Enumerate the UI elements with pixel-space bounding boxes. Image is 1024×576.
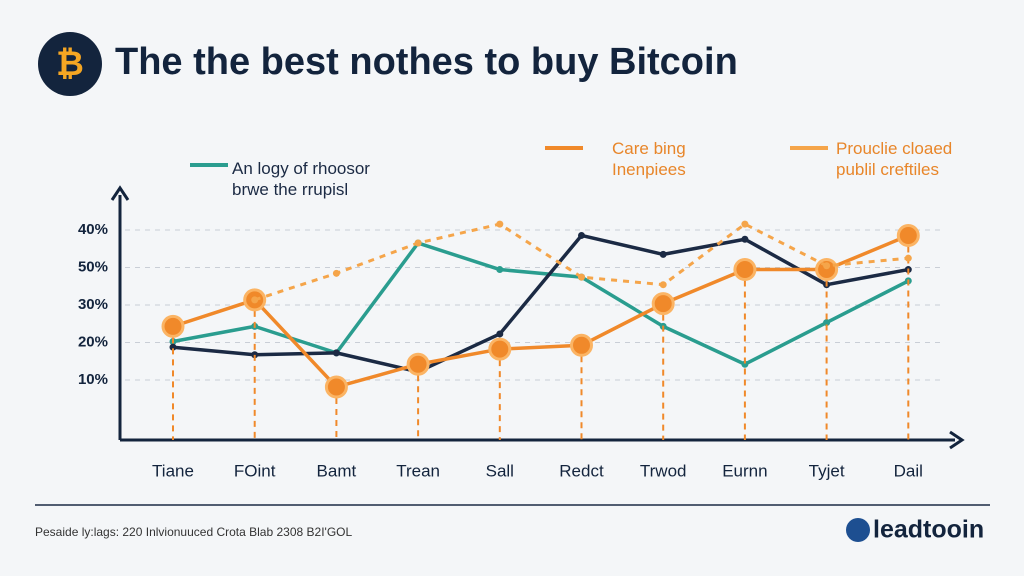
y-tick-label: 30% [78, 296, 108, 313]
point [823, 319, 831, 327]
brand: leadtooin [873, 516, 984, 544]
x-tick-label: Sall [486, 461, 514, 480]
x-tick-label: Dail [894, 461, 923, 480]
x-tick-label: Trean [396, 461, 440, 480]
marker [161, 314, 185, 338]
chart-title: The the best nothes to buy Bitcoin [115, 41, 738, 83]
legend-label: Prouclie cloaed publil creftiles [836, 139, 953, 179]
point [659, 250, 667, 258]
point [578, 273, 585, 281]
marker [651, 292, 675, 316]
x-tick-label: Bamt [317, 461, 357, 480]
y-arrow [110, 185, 130, 201]
y-tick-label: 10% [78, 371, 108, 388]
marker [324, 375, 348, 399]
x-tick-label: Tyjet [809, 461, 845, 480]
series-line [172, 233, 909, 389]
marker [488, 337, 512, 361]
x-arrow [949, 430, 965, 450]
x-tick-label: FOint [234, 461, 276, 480]
point [904, 254, 912, 262]
logo-badge [38, 32, 102, 96]
point [741, 220, 749, 228]
logo-symbol: ₿ [56, 45, 84, 83]
marker [406, 352, 430, 376]
x-tick-label: Eurnn [722, 461, 767, 480]
series-line [172, 233, 909, 374]
x-tick-label: Redct [559, 461, 604, 480]
y-tick-label: 20% [78, 333, 108, 350]
brand-icon [846, 518, 870, 542]
point [496, 220, 504, 228]
series-line [172, 241, 910, 366]
point [496, 266, 504, 274]
point [251, 296, 259, 304]
point [741, 360, 749, 368]
point [414, 239, 422, 247]
point [741, 235, 749, 243]
point [496, 330, 504, 338]
y-tick-label: 50% [78, 258, 108, 275]
marker [570, 333, 593, 357]
footer-text: Pesaide ly:lags: 220 Inlvionuuced Crota … [35, 525, 352, 539]
point [823, 262, 831, 270]
legend-label: An logy of rhoosor brwe the rrupisl [232, 159, 370, 199]
marker [733, 258, 757, 282]
x-tick-label: Trwod [640, 461, 687, 480]
point [659, 281, 667, 289]
y-tick-label: 40% [78, 221, 108, 238]
marker [896, 223, 920, 247]
point [332, 269, 340, 277]
point [332, 349, 340, 357]
point [169, 343, 177, 351]
point [578, 231, 585, 239]
legend-label: Care bing Inenpiees [612, 139, 686, 179]
point [251, 351, 259, 359]
x-tick-label: Tiane [152, 461, 194, 480]
